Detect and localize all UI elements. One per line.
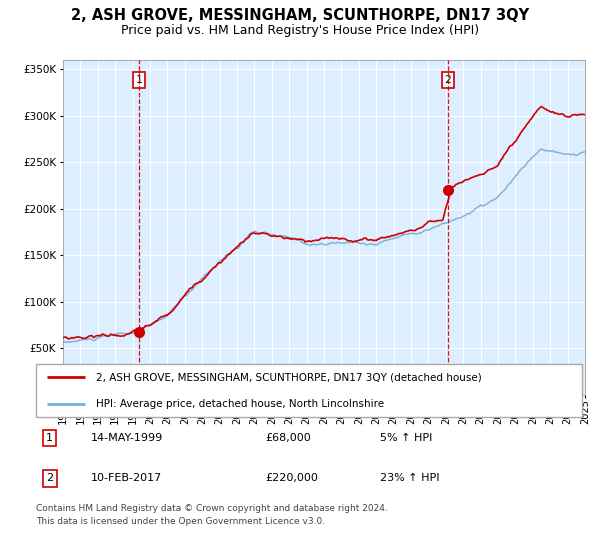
Text: 10-FEB-2017: 10-FEB-2017 xyxy=(91,473,162,483)
Text: HPI: Average price, detached house, North Lincolnshire: HPI: Average price, detached house, Nort… xyxy=(96,399,384,409)
Text: Price paid vs. HM Land Registry's House Price Index (HPI): Price paid vs. HM Land Registry's House … xyxy=(121,24,479,37)
FancyBboxPatch shape xyxy=(36,364,582,417)
Text: 2, ASH GROVE, MESSINGHAM, SCUNTHORPE, DN17 3QY: 2, ASH GROVE, MESSINGHAM, SCUNTHORPE, DN… xyxy=(71,8,529,23)
Text: 5% ↑ HPI: 5% ↑ HPI xyxy=(380,433,433,443)
Text: 1: 1 xyxy=(136,75,142,85)
Text: 14-MAY-1999: 14-MAY-1999 xyxy=(91,433,163,443)
Text: 1: 1 xyxy=(46,433,53,443)
Text: 2, ASH GROVE, MESSINGHAM, SCUNTHORPE, DN17 3QY (detached house): 2, ASH GROVE, MESSINGHAM, SCUNTHORPE, DN… xyxy=(96,372,482,382)
Text: 23% ↑ HPI: 23% ↑ HPI xyxy=(380,473,439,483)
Text: Contains HM Land Registry data © Crown copyright and database right 2024.
This d: Contains HM Land Registry data © Crown c… xyxy=(36,504,388,525)
Text: £220,000: £220,000 xyxy=(265,473,318,483)
Text: 2: 2 xyxy=(445,75,451,85)
Text: £68,000: £68,000 xyxy=(265,433,311,443)
Text: 2: 2 xyxy=(46,473,53,483)
